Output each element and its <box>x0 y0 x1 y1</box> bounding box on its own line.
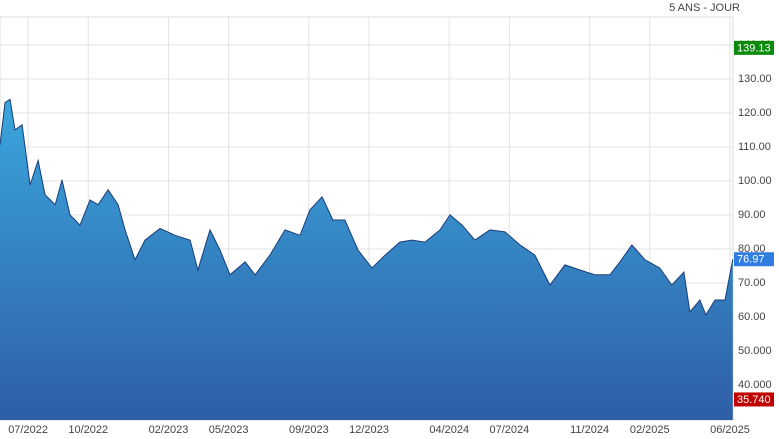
y-tick-label: 60.00 <box>738 311 766 323</box>
area <box>0 99 733 421</box>
x-tick-label: 10/2022 <box>68 424 108 436</box>
price-marker <box>734 252 774 267</box>
x-tick-label: 11/2024 <box>570 424 609 436</box>
y-tick-label: 130.00 <box>738 73 772 85</box>
line <box>0 98 734 317</box>
y-tick-label: 110.00 <box>738 141 771 153</box>
price-marker <box>734 392 774 407</box>
x-tick-label: 07/2022 <box>8 424 48 436</box>
x-tick-label: 05/2023 <box>209 424 249 436</box>
x-tick-label: 07/2024 <box>490 424 530 436</box>
y-tick-label: 120.00 <box>738 107 772 119</box>
y-tick-label: 40.000 <box>738 379 772 391</box>
price-marker-label: 35.740 <box>737 394 771 406</box>
y-tick-label: 100.00 <box>738 175 772 187</box>
x-tick-label: 06/2025 <box>710 424 750 436</box>
x-tick-label: 12/2023 <box>349 424 389 436</box>
x-tick-label: 09/2023 <box>289 424 329 436</box>
x-tick-label: 02/2023 <box>149 424 189 436</box>
y-tick-label: 50.000 <box>738 345 772 357</box>
y-tick-label: 70.00 <box>738 277 766 289</box>
price-marker-label: 76.97 <box>737 254 765 266</box>
price-marker-label: 139.13 <box>737 42 771 54</box>
price-marker <box>734 40 774 55</box>
x-tick-label: 02/2025 <box>630 424 670 436</box>
x-tick-label: 04/2024 <box>429 424 469 436</box>
y-tick-label: 80.00 <box>738 243 766 255</box>
y-tick-label: 90.00 <box>738 209 766 221</box>
chart-title: 5 ANS - JOUR <box>669 2 740 14</box>
